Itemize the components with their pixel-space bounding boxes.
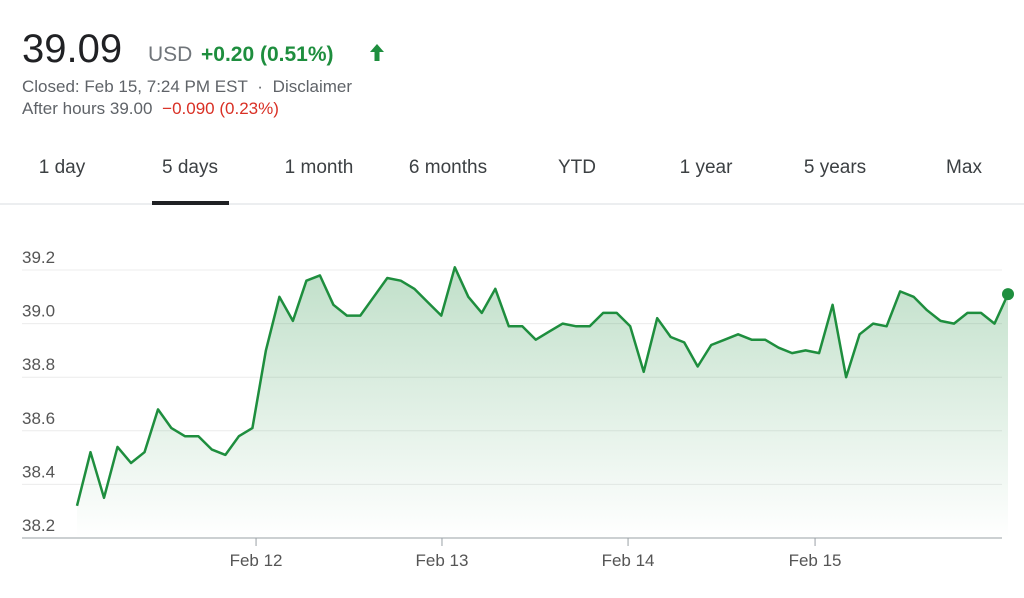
disclaimer-link[interactable]: Disclaimer <box>273 77 353 96</box>
area-fill <box>77 267 1008 538</box>
y-tick-label: 38.8 <box>22 355 55 374</box>
tab[interactable]: 6 months <box>409 157 487 178</box>
tab[interactable]: 5 years <box>804 157 866 178</box>
tab[interactable]: 1 month <box>285 157 354 178</box>
x-tick-label: Feb 15 <box>789 551 842 570</box>
currency: USD <box>148 43 192 66</box>
tab[interactable]: Max <box>946 157 982 178</box>
change: +0.20 (0.51%) <box>201 43 334 66</box>
y-tick-label: 38.6 <box>22 409 55 428</box>
last-point <box>1002 288 1014 301</box>
y-tick-label: 38.2 <box>22 516 55 535</box>
closed: Closed: Feb 15, 7:24 PM EST <box>22 77 248 96</box>
separator: · <box>257 77 263 96</box>
y-tick-label: 39.0 <box>22 302 55 321</box>
y-tick-label: 38.4 <box>22 462 55 481</box>
after-hours-change: −0.090 (0.23%) <box>162 99 279 118</box>
status-line: Closed: Feb 15, 7:24 PM EST · Disclaimer <box>22 77 352 96</box>
tab[interactable]: 1 year <box>680 157 733 178</box>
x-tick-label: Feb 14 <box>602 551 655 570</box>
tab[interactable]: YTD <box>558 157 596 178</box>
after-hours-line: After hours 39.00 −0.090 (0.23%) <box>22 99 279 118</box>
tabs: 1 day 5 days 1 month 6 months YTD 1 year 5 yea… <box>39 157 982 205</box>
plot: 38.2 38.4 38.6 38.8 39.0 39.2 Feb 12 Feb 13 Feb … <box>22 248 1014 570</box>
y-tick-label: 39.2 <box>22 248 55 267</box>
tab-underline <box>152 201 229 205</box>
x-tick-label: Feb 12 <box>230 551 283 570</box>
after-hours: After hours 39.00 <box>22 99 152 118</box>
price: 39.09 <box>22 27 122 71</box>
tab[interactable]: 1 day <box>39 157 86 178</box>
price-line <box>75 266 1010 507</box>
x-tick-label: Feb 13 <box>416 551 469 570</box>
tab[interactable]: 5 days <box>162 157 218 178</box>
up-arrow <box>370 44 384 61</box>
